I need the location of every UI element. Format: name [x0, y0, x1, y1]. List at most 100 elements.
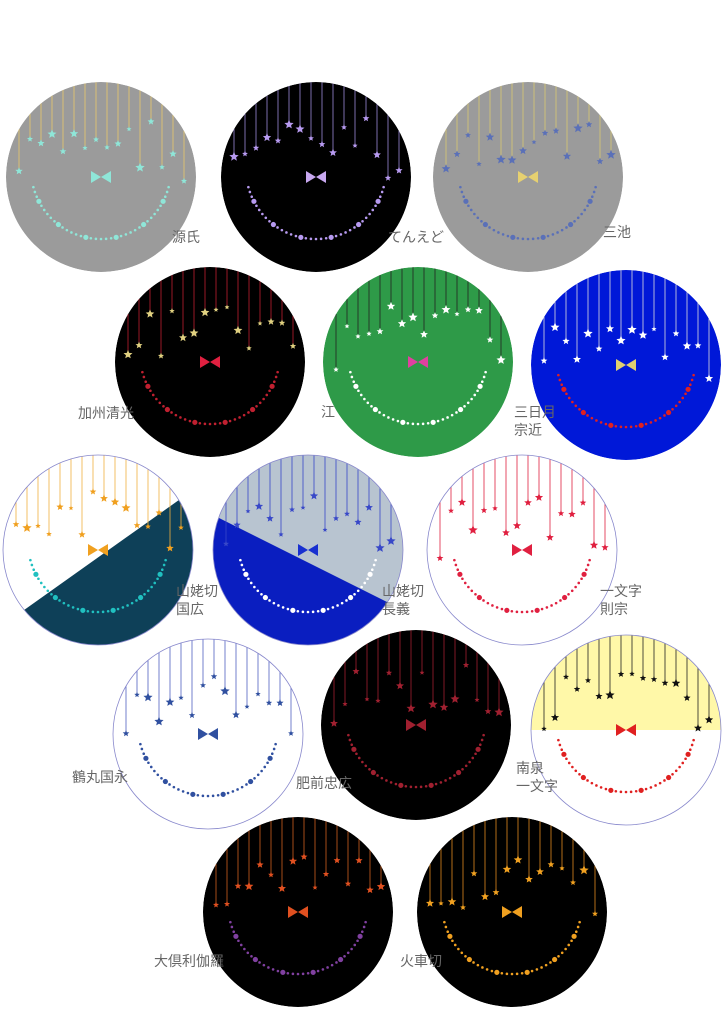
smile-dot [248, 778, 254, 785]
smile-dot [690, 378, 694, 382]
smile-dot [274, 742, 277, 746]
smile-dot [466, 401, 470, 405]
smile-dot [310, 969, 316, 975]
star [158, 352, 164, 359]
smile-dot [520, 610, 524, 614]
smile-dot [578, 772, 581, 776]
smile-dot [116, 607, 120, 611]
smile-dot [567, 943, 571, 947]
smile-dot [500, 971, 504, 975]
smile-dot [150, 585, 153, 589]
smile-dot [242, 568, 246, 572]
smile-dot [203, 422, 207, 426]
smile-dot [129, 231, 132, 234]
smile-dot [482, 599, 485, 602]
smile-dot [587, 198, 593, 204]
smile-dot [272, 380, 276, 384]
smile-dot [324, 236, 328, 240]
star [15, 167, 23, 175]
star [244, 881, 254, 891]
smile-dot [316, 609, 320, 613]
smile-dot [160, 568, 164, 572]
smile-dot [253, 776, 256, 780]
smile-dot [624, 425, 628, 429]
star [376, 327, 384, 335]
smile-dot [55, 221, 61, 228]
badge [115, 267, 305, 457]
smile-dot [516, 236, 520, 240]
star [22, 522, 32, 532]
star [362, 114, 370, 122]
smile-dot [586, 563, 590, 567]
smile-dot [557, 738, 560, 742]
smile-dot [526, 237, 530, 241]
smile-dot [567, 761, 571, 765]
star [683, 694, 691, 701]
star [557, 510, 565, 517]
star [457, 498, 467, 506]
smile-dot [472, 961, 475, 964]
star [595, 345, 603, 352]
smile-dot [249, 581, 253, 585]
smile-dot [564, 947, 567, 951]
star [464, 306, 472, 313]
star [638, 330, 648, 339]
smile-dot [237, 939, 240, 943]
star [375, 698, 381, 703]
star [312, 884, 318, 890]
smile-dot [138, 226, 141, 229]
bow-left [616, 724, 626, 736]
smile-dot [608, 422, 614, 428]
smile-dot [138, 594, 144, 601]
smile-dot [436, 419, 440, 423]
smile-dot [149, 389, 152, 393]
smile-dot [599, 786, 603, 789]
star [266, 514, 274, 522]
smile-dot [473, 393, 477, 397]
smile-dot [576, 925, 580, 929]
smile-dot [260, 769, 263, 773]
star [68, 505, 74, 511]
smile-dot [181, 790, 185, 793]
star [562, 337, 570, 345]
star [531, 139, 537, 145]
smile-dot [525, 610, 529, 614]
smile-dot [453, 558, 456, 562]
star [89, 488, 97, 495]
smile-dot [573, 219, 576, 223]
smile-dot [89, 236, 93, 240]
star [468, 525, 478, 535]
smile-dot [356, 589, 360, 593]
smile-dot [149, 216, 153, 220]
smile-dot [50, 592, 53, 596]
star [465, 132, 471, 138]
smile-dot [139, 742, 142, 746]
star [428, 699, 438, 709]
smile-dot [162, 404, 165, 408]
smile-dot [58, 599, 61, 602]
smile-dot [246, 951, 250, 955]
star [438, 900, 444, 906]
smile-dot [110, 607, 116, 613]
smile-dot [231, 790, 235, 793]
smile-dot [236, 788, 239, 791]
smile-dot [356, 939, 359, 943]
smile-dot [271, 968, 275, 971]
star [585, 677, 591, 683]
smile-dot [416, 422, 420, 426]
smile-dot [372, 563, 376, 567]
bow-right [418, 356, 428, 368]
smile-dot [568, 221, 574, 228]
smile-dot [160, 198, 166, 204]
badge-label: 肥前忠広 [296, 775, 352, 792]
smile-dot [348, 738, 352, 742]
star [601, 543, 609, 551]
smile-dot [558, 743, 562, 747]
smile-dot [663, 414, 666, 417]
star [333, 366, 339, 372]
star [366, 886, 374, 894]
smile-dot [372, 406, 378, 413]
smile-dot [266, 761, 269, 765]
smile-dot [247, 577, 250, 581]
smile-dot [320, 607, 326, 613]
